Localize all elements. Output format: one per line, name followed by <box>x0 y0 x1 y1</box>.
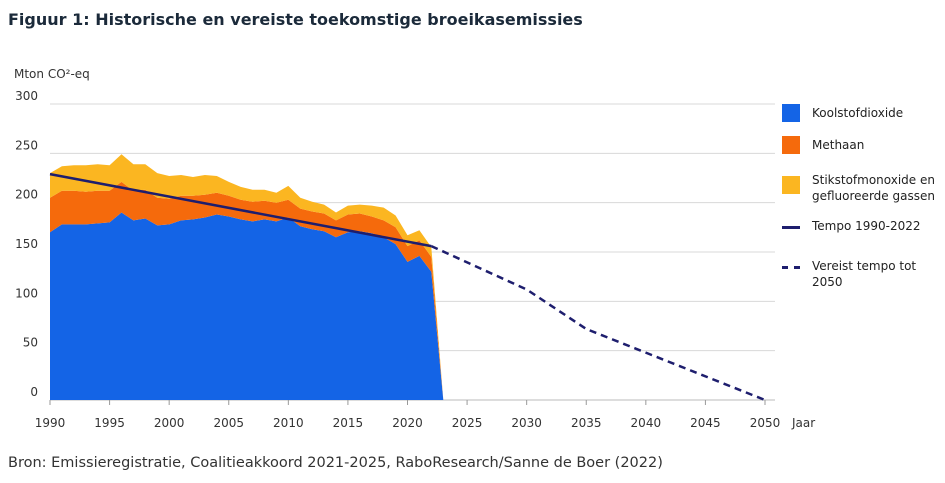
y-tick-50: 50 <box>23 336 38 350</box>
legend-label-stikstof: Stikstofmonoxide en gefluoreerde gassen <box>812 173 935 203</box>
source-note: Bron: Emissieregistratie, Coalitieakkoor… <box>8 455 663 471</box>
x-axis-label: Jaar <box>791 416 815 430</box>
x-tick-1995: 1995 <box>94 416 125 430</box>
legend-swatch-stikstof <box>782 176 800 194</box>
legend-swatch-koolstofdioxide <box>782 104 800 122</box>
x-tick-2020: 2020 <box>392 416 423 430</box>
x-tick-2050: 2050 <box>750 416 781 430</box>
x-tick-2040: 2040 <box>631 416 662 430</box>
y-tick-labels: 0 50 100 150 200 250 300 <box>15 89 38 399</box>
legend-label-koolstofdioxide: Koolstofdioxide <box>812 106 904 120</box>
y-tick-100: 100 <box>15 286 38 300</box>
legend-label-tempo: Tempo 1990-2022 <box>812 219 921 233</box>
legend-label-vereist: Vereist tempo tot 2050 <box>812 259 917 289</box>
x-tick-2005: 2005 <box>213 416 244 430</box>
legend-line-vereist <box>782 266 800 269</box>
area-koolstofdioxide <box>50 212 444 400</box>
x-tick-2025: 2025 <box>452 416 483 430</box>
y-axis-label: Mton CO²-eq <box>14 67 90 81</box>
line-tempo-1990-2022 <box>49 172 432 248</box>
legend-line-tempo <box>782 226 800 229</box>
area-methaan <box>50 181 444 400</box>
chart-title: Figuur 1: Historische en vereiste toekom… <box>8 10 583 29</box>
x-tick-2000: 2000 <box>154 416 185 430</box>
y-tick-0: 0 <box>30 385 38 399</box>
y-tick-150: 150 <box>15 237 38 251</box>
x-tick-2015: 2015 <box>333 416 364 430</box>
x-tick-2045: 2045 <box>690 416 721 430</box>
y-tick-300: 300 <box>15 89 38 103</box>
legend-swatch-methaan <box>782 136 800 154</box>
y-tick-250: 250 <box>15 138 38 152</box>
x-tick-2010: 2010 <box>273 416 304 430</box>
x-tick-2030: 2030 <box>511 416 542 430</box>
y-tick-200: 200 <box>15 188 38 202</box>
trend-lines <box>49 172 766 402</box>
area-series <box>50 154 444 400</box>
x-tick-1990: 1990 <box>35 416 66 430</box>
x-tick-labels: 1990 1995 2000 2005 2010 2015 2020 2025 2030 2035… <box>35 400 781 430</box>
line-vereist-tempo-2050 <box>430 244 766 402</box>
area-stikstofmonoxide <box>50 154 444 400</box>
legend-label-methaan: Methaan <box>812 138 865 152</box>
x-tick-2035: 2035 <box>571 416 602 430</box>
